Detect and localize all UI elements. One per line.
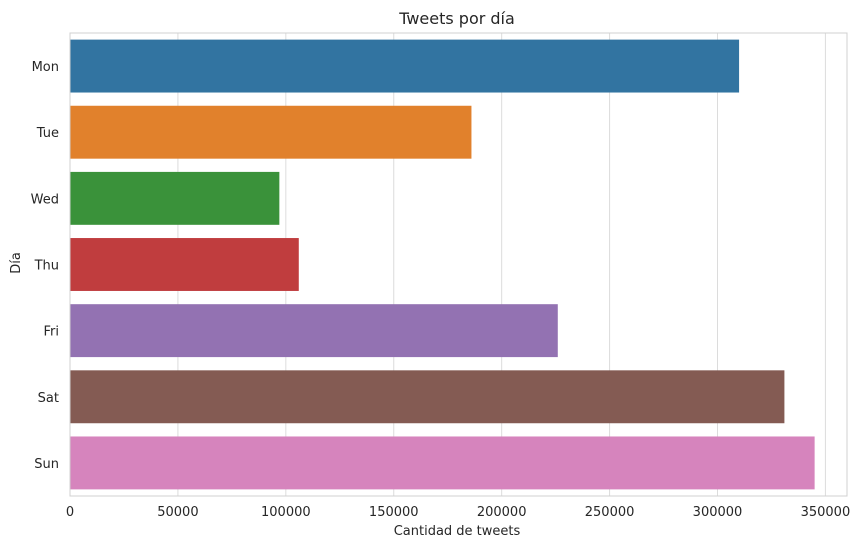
y-axis-label: Día [9, 252, 24, 274]
y-tick-label: Wed [31, 192, 59, 207]
plot-border [69, 32, 848, 497]
x-tick-label: 250000 [585, 505, 635, 520]
bar-fri [70, 304, 558, 358]
y-tick-label: Thu [34, 259, 59, 274]
y-tick-label: Sat [38, 391, 59, 406]
y-tick-label: Fri [44, 325, 60, 340]
x-tick-label: 300000 [693, 505, 743, 520]
x-tick-label: 0 [66, 505, 74, 520]
bar-sat [70, 370, 785, 424]
tick-labels: 0 50000 100000 150000 200000 250000 300000 3500… [31, 60, 851, 520]
x-tick-label: 50000 [157, 505, 198, 520]
chart-title: Tweets por día [398, 9, 515, 28]
y-tick-label: Tue [36, 126, 59, 141]
bar-wed [70, 171, 280, 225]
y-tick-label: Sun [34, 457, 59, 472]
bar-tue [70, 105, 472, 159]
y-tick-label: Mon [32, 60, 59, 75]
bars [70, 39, 815, 490]
bar-sun [70, 436, 815, 490]
bar-mon [70, 39, 740, 93]
bar-thu [70, 238, 299, 291]
x-tick-label: 350000 [801, 505, 851, 520]
x-tick-label: 200000 [477, 505, 527, 520]
x-tick-label: 100000 [261, 505, 311, 520]
x-tick-label: 150000 [369, 505, 419, 520]
plot-frame [69, 32, 848, 497]
x-axis-label: Cantidad de tweets [394, 524, 521, 539]
